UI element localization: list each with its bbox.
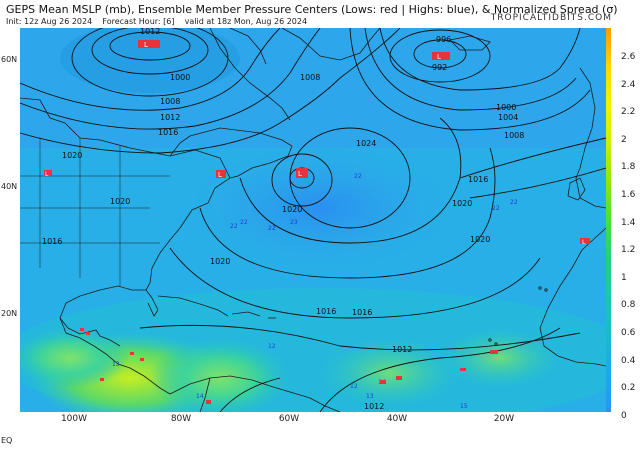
high-marker: 22 (230, 223, 238, 230)
isobar-label: 1020 (110, 197, 130, 206)
isobar-label: 1016 (352, 308, 372, 317)
colorbar-tick-label: 1.2 (621, 245, 636, 256)
isobar-label: 1008 (160, 97, 180, 106)
lon-label: 100W (60, 414, 88, 424)
colorbar-tick-label: 1.4 (621, 217, 636, 228)
isobar-label: 1000 (496, 103, 516, 112)
high-marker: 22 (268, 225, 276, 232)
colorbar-tick-label: 1.6 (621, 190, 636, 200)
header: GEPS Mean MSLP (mb), Ensemble Member Pre… (0, 0, 640, 28)
colorbar-tick-label: 0.2 (621, 383, 636, 394)
isobars (20, 28, 606, 412)
high-marker: 15 (460, 403, 468, 410)
colorbar-tick-label: 0.6 (621, 328, 636, 338)
isobar-label: 1020 (210, 257, 230, 266)
low-marker: L (298, 170, 302, 178)
lat-label: 20N (1, 309, 18, 318)
forecast-hour: Forecast Hour: [6] (102, 17, 175, 26)
colorbar-tick-label: 1.8 (621, 162, 636, 173)
isobar-label: 1016 (468, 175, 488, 184)
isobar-label: 1000 (170, 73, 190, 82)
low-marker: L (218, 171, 222, 179)
chart-title: GEPS Mean MSLP (mb), Ensemble Member Pre… (6, 3, 618, 16)
coastlines (20, 28, 606, 412)
colorbar-tick-label: 2.2 (621, 107, 636, 118)
high-marker: 22 (510, 199, 518, 206)
high-marker: 12 (268, 343, 276, 350)
low-centers: L L L L L L (44, 40, 590, 246)
high-marker: 13 (366, 393, 374, 400)
isobar-label: 1012 (392, 345, 412, 354)
isobar-label: 1020 (282, 205, 302, 214)
colorbar-tick-label: 1 (621, 272, 627, 283)
isobar-labels: 1012 1000 1008 1012 1016 1020 1020 1016 … (42, 28, 524, 411)
chart-subtitle: Init: 12z Aug 26 2024 Forecast Hour: [6]… (6, 17, 307, 26)
high-centers: 22 22 22 23 22 22 22 12 13 14 15 12 13 1… (112, 173, 518, 410)
colorbar-tick-label: 2.4 (621, 79, 636, 90)
high-marker: 12 (350, 383, 358, 390)
brand-watermark: TROPICALTIDBITS.COM (490, 13, 612, 23)
colorbar-tick-label: 2 (621, 134, 627, 145)
low-marker: L (144, 41, 148, 49)
isobar-label: 1020 (452, 199, 472, 208)
high-marker: 22 (354, 173, 362, 180)
lat-label: 40N (1, 182, 18, 191)
colorbar-tick-label: 2.6 (621, 52, 636, 62)
high-marker: 13 (112, 361, 120, 368)
valid-time: valid at 18z Mon, Aug 26 2024 (184, 17, 308, 26)
lat-label: EQ (1, 436, 13, 445)
colorbar-tick-label: 0 (621, 410, 627, 421)
colorbar-tick-label: 0.8 (621, 300, 636, 311)
isobar-label: 1004 (498, 113, 518, 122)
isobar-label: 1024 (356, 139, 376, 148)
isobar-label: 992 (432, 63, 447, 72)
spread-colorbar (606, 28, 611, 412)
isobar-label: 1016 (42, 237, 62, 246)
high-marker: 23 (290, 219, 298, 226)
isobar-label: 1016 (316, 307, 336, 316)
isobar-label: 1020 (470, 235, 490, 244)
init-time: Init: 12z Aug 26 2024 (6, 17, 93, 26)
map-panel: 1012 1000 1008 1012 1016 1020 1020 1016 … (20, 28, 606, 412)
isobar-label: 1012 (364, 402, 384, 411)
low-member-clusters (80, 328, 498, 404)
low-marker: L (437, 53, 441, 61)
lon-label: 20W (493, 414, 515, 424)
isobar-label: 996 (436, 35, 451, 44)
low-marker: L (582, 239, 586, 246)
lon-label: 80W (170, 414, 192, 424)
low-marker: L (45, 171, 49, 178)
colorbar-tick-label: 0.4 (621, 355, 636, 366)
isobar-label: 1020 (62, 151, 82, 160)
lat-label: 60N (1, 55, 18, 64)
isobar-label: 1012 (140, 28, 160, 36)
isobar-label: 1008 (504, 131, 524, 140)
high-marker: 22 (240, 219, 248, 226)
isobar-label: 1012 (160, 113, 180, 122)
map-svg: 1012 1000 1008 1012 1016 1020 1020 1016 … (20, 28, 606, 412)
isobar-label: 1008 (300, 73, 320, 82)
high-marker: 14 (196, 393, 204, 400)
lon-label: 40W (386, 414, 408, 424)
lon-label: 60W (278, 414, 300, 424)
high-marker: 22 (492, 205, 500, 212)
isobar-label: 1016 (158, 128, 178, 137)
